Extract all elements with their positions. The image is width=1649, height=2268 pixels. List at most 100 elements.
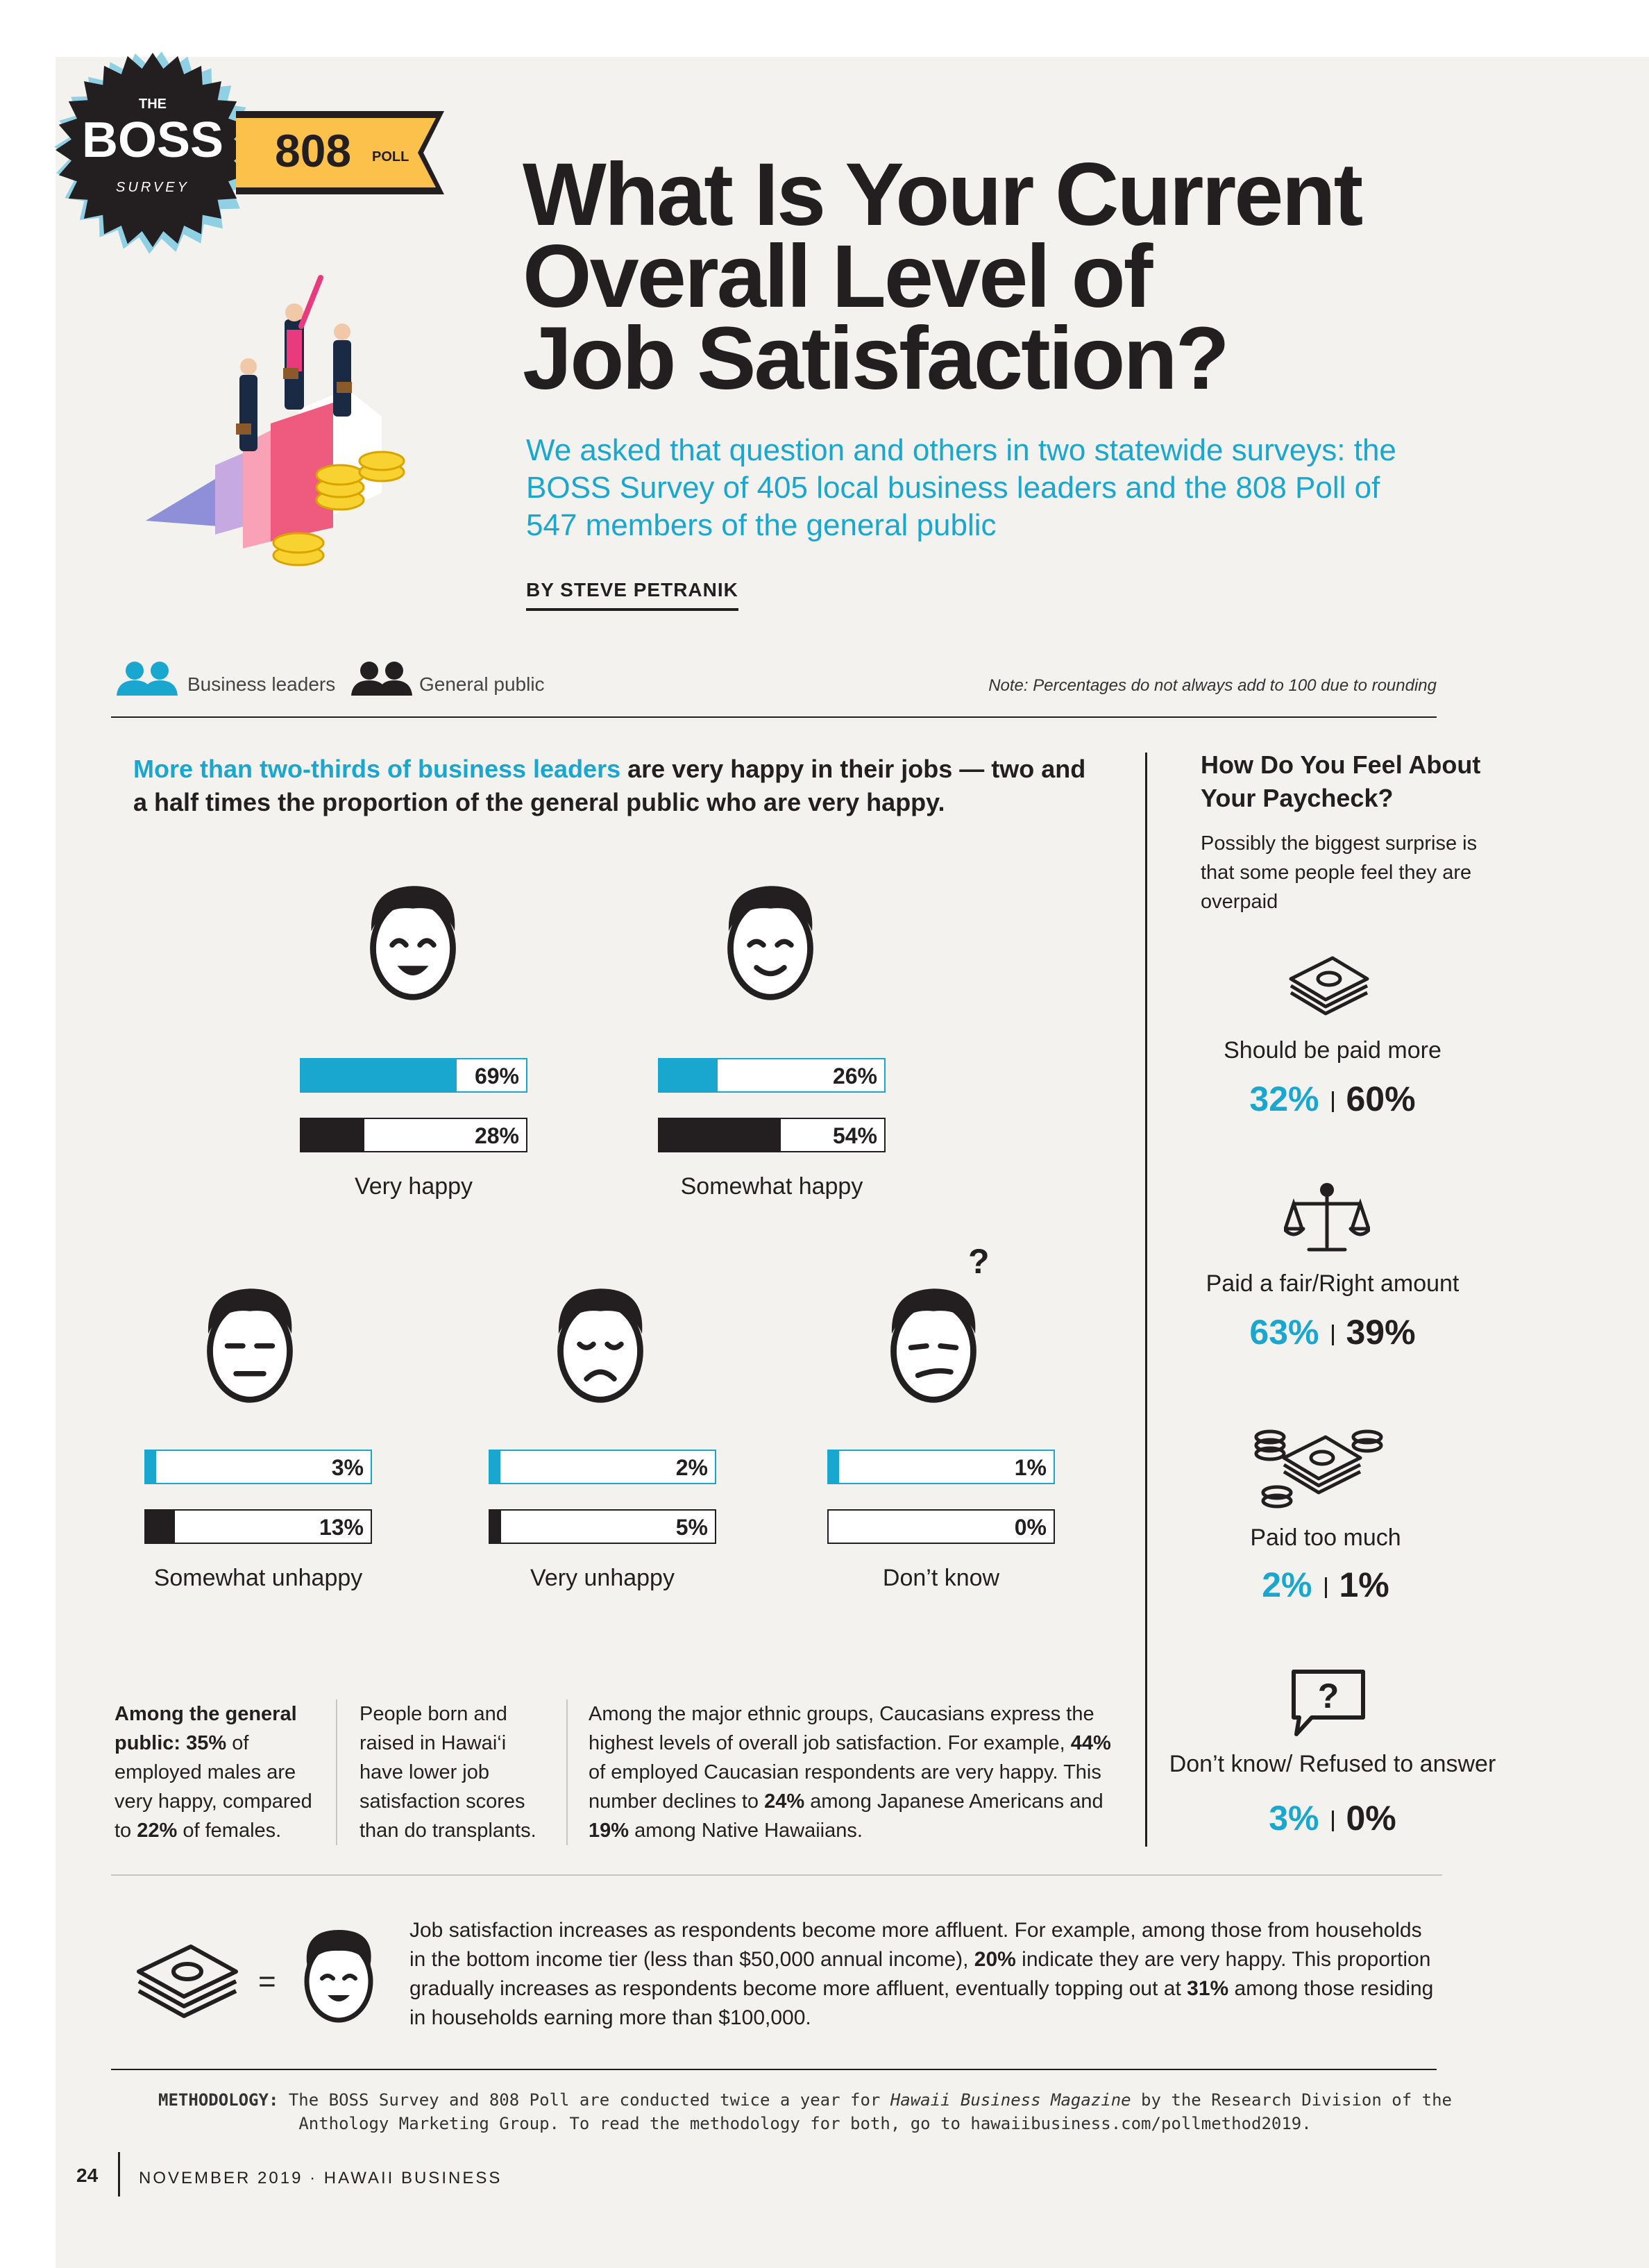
lead-rest: are very happy in their jobs — two and a… (133, 755, 1086, 816)
bar-fill (146, 1511, 176, 1543)
public-bar-dont-know: 0% (827, 1509, 1055, 1544)
somewhat-unhappy-face-icon (207, 1288, 293, 1403)
bar-value-label: 3% (331, 1455, 364, 1480)
pay-values-more: 32% 60% (1138, 1079, 1527, 1119)
category-label-somewhat-unhappy: Somewhat unhappy (153, 1565, 363, 1591)
bar-fill (490, 1451, 500, 1483)
cash-and-coins-icon (1254, 1429, 1383, 1509)
very-unhappy-face-icon (557, 1288, 643, 1403)
public-bar-somewhat-unhappy: 13% (144, 1509, 372, 1544)
business-leaders-icon (117, 662, 178, 696)
pay-more-gp: 60% (1346, 1080, 1416, 1118)
general-public-icon (351, 662, 412, 696)
badge-top: THE (139, 96, 167, 112)
fact-divider-2 (566, 1699, 568, 1845)
methodology-divider (111, 2069, 1437, 2070)
fact-born-raised: People born and raised in Hawai‘i have l… (360, 1703, 536, 1842)
subtitle: We asked that question and others in two… (526, 433, 1396, 542)
issue-line: NOVEMBER 2019 · HAWAII BUSINESS (139, 2169, 502, 2187)
bar-fill (829, 1451, 839, 1483)
bar-fill (490, 1511, 502, 1543)
public-bar-very-unhappy: 5% (489, 1509, 716, 1544)
category-label-very-unhappy: Very unhappy (530, 1565, 675, 1591)
pay-values-too-much: 2% 1% (1131, 1565, 1520, 1605)
rounding-note: Note: Percentages do not always add to 1… (988, 676, 1437, 695)
business-bar-very-unhappy: 2% (489, 1450, 716, 1484)
sidebar-heading: How Do You Feel About Your Paycheck? (1201, 750, 1481, 812)
methodology: METHODOLOGY: The BOSS Survey and 808 Pol… (158, 2090, 1452, 2133)
fact-ethnic: Among the major ethnic groups, Caucasian… (589, 1703, 1111, 1842)
equals-sign: = (258, 1965, 276, 1999)
question-bubble-icon: ? (1292, 1670, 1365, 1736)
svg-text:?: ? (1318, 1677, 1339, 1715)
boss-survey-badge: THE BOSS SURVEY (54, 51, 257, 254)
header-divider (111, 716, 1437, 718)
pay-dk-bl: 3% (1269, 1799, 1319, 1838)
bar-value-label: 13% (319, 1515, 364, 1540)
pay-fair-gp: 39% (1346, 1313, 1416, 1352)
title-line-1: What Is Your Current (523, 145, 1363, 244)
cash-stack-icon-large (137, 1944, 238, 2018)
badge-main: BOSS (82, 112, 223, 168)
title-line-3: Job Satisfaction? (523, 309, 1230, 408)
public-bar-very-happy: 28% (300, 1118, 527, 1152)
cash-stack-icon (1289, 956, 1369, 1016)
808-poll-ribbon: 808 POLL (236, 111, 444, 194)
page-title: What Is Your Current Overall Level of Jo… (523, 145, 1494, 408)
title-line-2: Overall Level of (523, 227, 1153, 326)
sidebar-divider (1145, 753, 1147, 1847)
podium-illustration (146, 275, 405, 566)
category-label-very-happy: Very happy (354, 1173, 473, 1200)
public-bar-somewhat-happy: 54% (658, 1118, 886, 1152)
business-bar-very-happy: 69% (300, 1058, 527, 1093)
category-label-somewhat-happy: Somewhat happy (680, 1173, 863, 1200)
fact-gender: Among the general public: 35% of employe… (115, 1703, 312, 1842)
very-happy-face-icon (370, 886, 456, 1000)
badge-bottom: SURVEY (116, 180, 189, 195)
pay-toomuch-bl: 2% (1262, 1565, 1312, 1604)
fact-divider-1 (336, 1699, 337, 1845)
pay-values-dont-know: 3% 0% (1138, 1798, 1527, 1838)
bar-fill (146, 1451, 156, 1483)
bar-value-label: 69% (474, 1064, 519, 1089)
sidebar-intro: Possibly the biggest surprise is that so… (1201, 832, 1478, 913)
bar-fill (659, 1059, 718, 1091)
pay-dk-gp: 0% (1346, 1799, 1396, 1838)
lead-paragraph: More than two-thirds of business leaders… (133, 753, 1105, 819)
income-paragraph: Job satisfaction increases as respondent… (409, 1919, 1434, 2029)
business-bar-somewhat-unhappy: 3% (144, 1450, 372, 1484)
bar-value-label: 0% (1014, 1515, 1047, 1540)
facts-divider (111, 1874, 1442, 1876)
pay-more-bl: 32% (1249, 1080, 1319, 1118)
pay-values-fair: 63% 39% (1138, 1312, 1527, 1352)
bar-value-label: 26% (832, 1064, 877, 1089)
scales-icon (1284, 1183, 1370, 1252)
svg-text:?: ? (968, 1242, 990, 1281)
legend-public-label: General public (419, 673, 545, 695)
pay-toomuch-gp: 1% (1339, 1565, 1389, 1604)
dont-know-face-icon: ? (890, 1242, 990, 1403)
bar-fill (301, 1059, 457, 1091)
legend-business-label: Business leaders (187, 673, 336, 695)
pay-label-too-much: Paid too much (1250, 1524, 1401, 1551)
pay-fair-bl: 63% (1249, 1313, 1319, 1352)
bar-value-label: 5% (675, 1515, 708, 1540)
bar-value-label: 28% (474, 1123, 519, 1148)
somewhat-happy-face-icon (727, 886, 813, 1000)
lead-highlight: More than two-thirds of business leaders (133, 755, 621, 783)
pay-label-fair: Paid a fair/Right amount (1206, 1270, 1460, 1297)
bar-value-label: 1% (1014, 1455, 1047, 1480)
bar-value-label: 2% (675, 1455, 708, 1480)
happy-face-icon-small (304, 1930, 373, 2023)
business-bar-somewhat-happy: 26% (658, 1058, 886, 1093)
business-bar-dont-know: 1% (827, 1450, 1055, 1484)
bar-fill (301, 1119, 364, 1151)
category-label-dont-know: Don’t know (882, 1565, 1000, 1591)
bar-fill (659, 1119, 781, 1151)
page-number: 24 (76, 2165, 99, 2186)
pay-label-more: Should be paid more (1224, 1037, 1441, 1064)
byline: BY STEVE PETRANIK (526, 579, 738, 611)
ribbon-number: 808 (275, 125, 351, 176)
folio-divider (118, 2152, 120, 2196)
bar-value-label: 54% (832, 1123, 877, 1148)
